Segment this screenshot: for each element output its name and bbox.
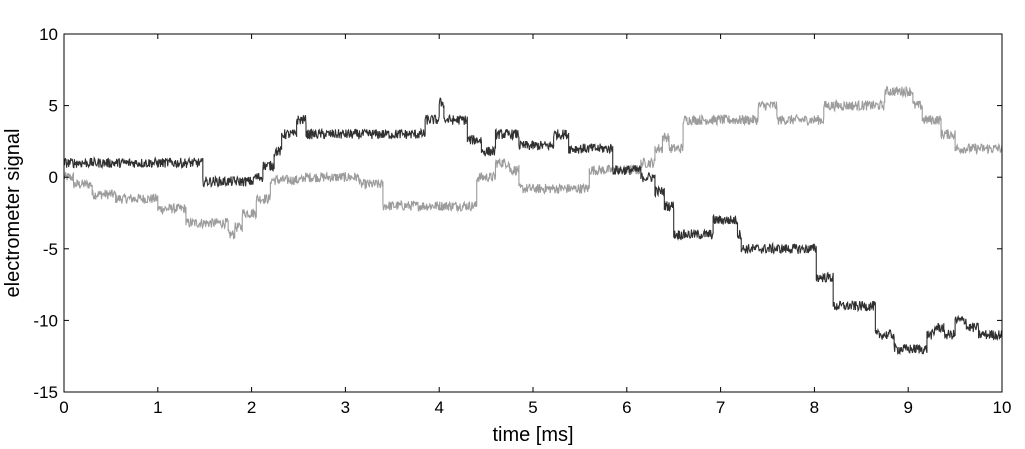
x-tick-label: 6 [622, 398, 631, 417]
x-tick-label: 8 [810, 398, 819, 417]
series-dark-trace [64, 97, 1002, 356]
x-tick-label: 3 [341, 398, 350, 417]
x-axis-label: time [ms] [492, 424, 573, 446]
plot-frame [63, 33, 1003, 393]
y-tick-label: 5 [49, 97, 58, 116]
series-gray-trace [64, 85, 1002, 240]
y-tick-label: 10 [39, 25, 58, 44]
y-tick-label: -10 [33, 311, 58, 330]
x-tick-label: 4 [434, 398, 443, 417]
axes-layer [63, 33, 1003, 393]
x-tick-label: 7 [716, 398, 725, 417]
x-tick-label: 0 [59, 398, 68, 417]
x-tick-label: 5 [528, 398, 537, 417]
x-tick-label: 2 [247, 398, 256, 417]
y-axis-label: electrometer signal [2, 129, 24, 298]
series-layer [64, 85, 1002, 356]
x-tick-label: 10 [993, 398, 1012, 417]
x-tick-label: 1 [153, 398, 162, 417]
x-ticks: 0 1 2 3 4 5 6 7 8 9 10 [59, 34, 1011, 417]
x-tick-label: 9 [903, 398, 912, 417]
y-tick-label: 0 [49, 168, 58, 187]
y-tick-label: -5 [43, 240, 58, 259]
y-ticks: -15 -10 -5 0 5 10 [33, 25, 1002, 402]
y-tick-label: -15 [33, 383, 58, 402]
